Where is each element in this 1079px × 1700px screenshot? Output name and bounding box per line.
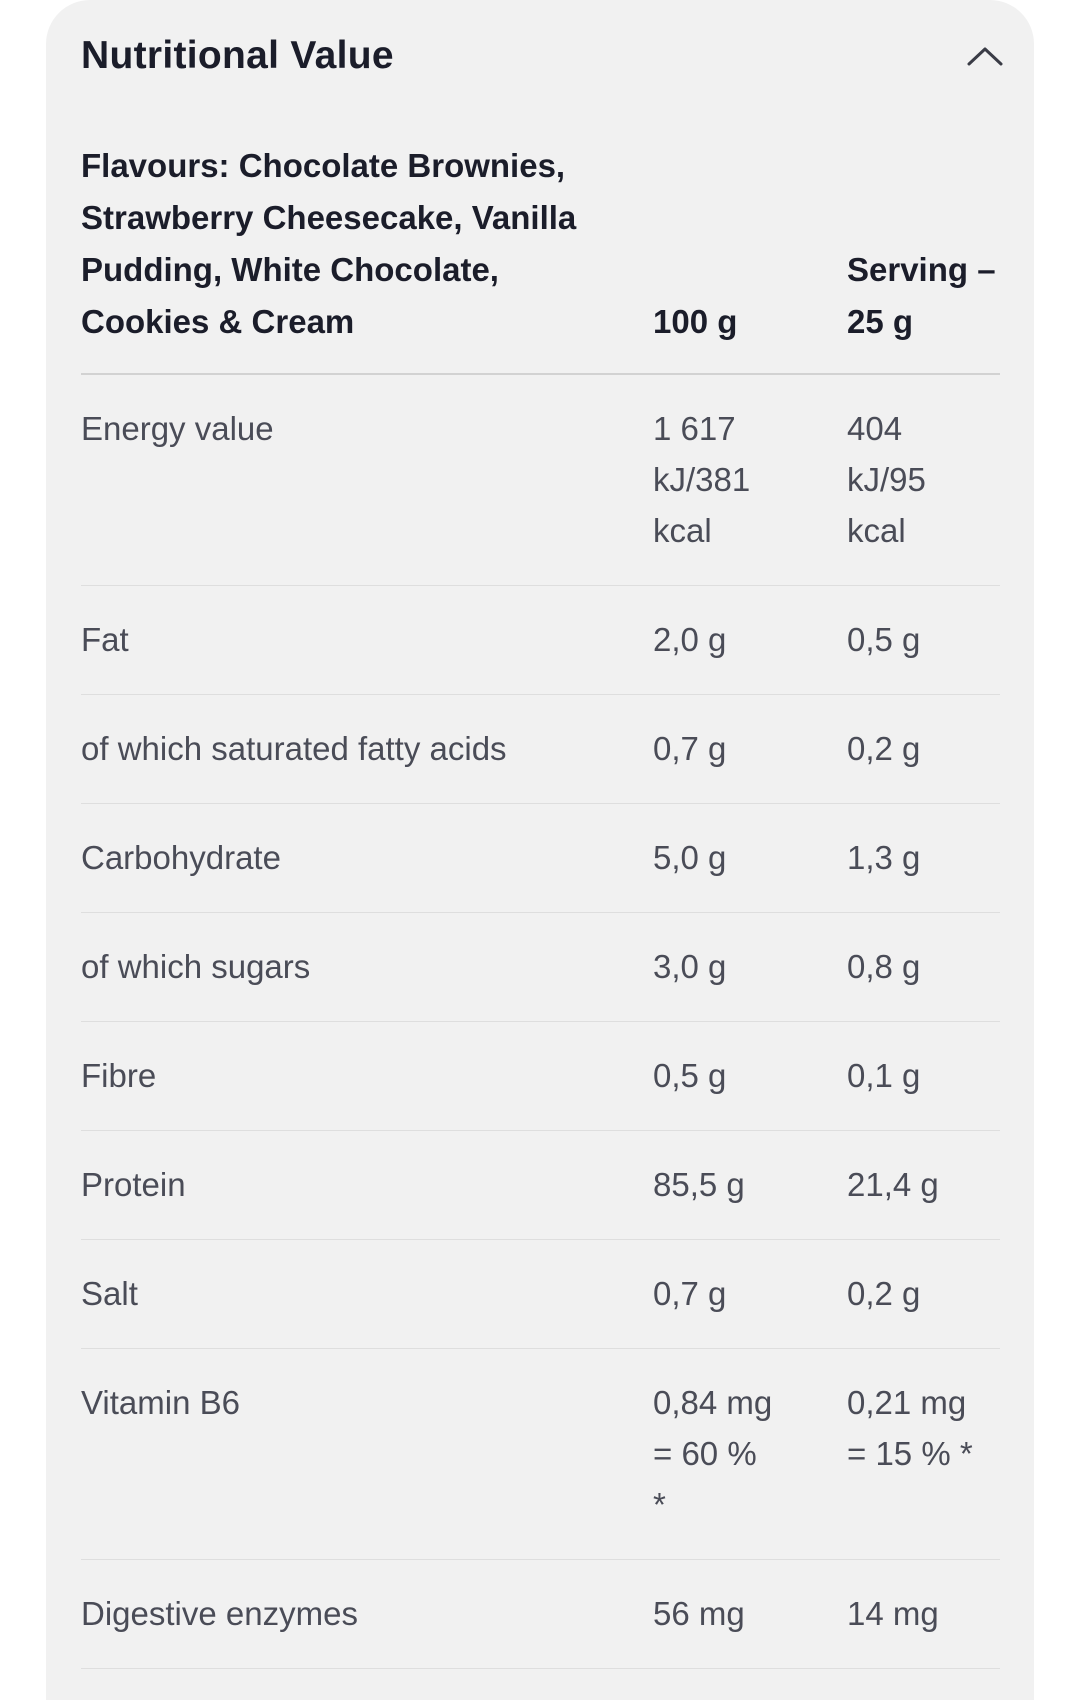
row-name: Fat [81, 585, 653, 695]
row-name: Salt [81, 1239, 653, 1349]
header-per-serving: Serving – 25 g [847, 140, 1000, 375]
panel-title: Nutritional Value [81, 34, 394, 77]
row-name: of which sugars [81, 912, 653, 1022]
row-per-100g: 2,0 g [653, 585, 847, 695]
row-per-serving: 0,21 mg = 15 % * [847, 1348, 1000, 1560]
row-per-serving: 0,1 g [847, 1021, 1000, 1131]
row-per-serving: 0,8 g [847, 912, 1000, 1022]
table-row: Vitamin B6 0,84 mg = 60 % * 0,21 mg = 15… [81, 1348, 1000, 1560]
chevron-up-icon[interactable] [961, 32, 1009, 80]
row-per-100g: 0,7 g [653, 694, 847, 804]
row-name: Digestive enzymes [81, 1559, 653, 1669]
row-per-100g: 0,84 mg = 60 % * [653, 1348, 847, 1560]
row-per-100g: 85,5 g [653, 1130, 847, 1240]
row-name: Vitamin B6 [81, 1348, 653, 1560]
row-per-serving: 21,4 g [847, 1130, 1000, 1240]
row-per-serving: 0,2 g [847, 1239, 1000, 1349]
row-per-serving: 14 mg [847, 1559, 1000, 1669]
table-row: Energy value 1 617 kJ/381 kcal 404 kJ/95… [81, 374, 1000, 586]
row-name: Energy value [81, 374, 653, 586]
row-per-100g: 0,7 g [653, 1239, 847, 1349]
nutrition-table: Flavours: Chocolate Brownies, Strawberry… [81, 140, 1000, 1669]
row-per-serving: 0,5 g [847, 585, 1000, 695]
row-per-100g: 56 mg [653, 1559, 847, 1669]
table-row: Fibre 0,5 g 0,1 g [81, 1021, 1000, 1131]
nutrition-panel: Nutritional Value Flavours: Chocolate Br… [46, 0, 1034, 1700]
table-row: Protein 85,5 g 21,4 g [81, 1130, 1000, 1240]
row-per-100g: 1 617 kJ/381 kcal [653, 374, 847, 586]
row-per-serving: 404 kJ/95 kcal [847, 374, 1000, 586]
header-flavours: Flavours: Chocolate Brownies, Strawberry… [81, 140, 653, 375]
row-name: Fibre [81, 1021, 653, 1131]
row-per-serving: 0,2 g [847, 694, 1000, 804]
header-per-100g: 100 g [653, 140, 847, 375]
row-per-100g: 5,0 g [653, 803, 847, 913]
row-per-serving: 1,3 g [847, 803, 1000, 913]
table-row: of which sugars 3,0 g 0,8 g [81, 912, 1000, 1022]
table-row: Salt 0,7 g 0,2 g [81, 1239, 1000, 1349]
row-name: Carbohydrate [81, 803, 653, 913]
table-row: Carbohydrate 5,0 g 1,3 g [81, 803, 1000, 913]
table-row: Fat 2,0 g 0,5 g [81, 585, 1000, 695]
row-per-100g: 0,5 g [653, 1021, 847, 1131]
row-per-100g: 3,0 g [653, 912, 847, 1022]
nutrition-panel-header[interactable]: Nutritional Value [81, 26, 1003, 86]
table-row: of which saturated fatty acids 0,7 g 0,2… [81, 694, 1000, 804]
row-name: of which saturated fatty acids [81, 694, 653, 804]
row-name: Protein [81, 1130, 653, 1240]
table-header-row: Flavours: Chocolate Brownies, Strawberry… [81, 140, 1000, 375]
table-row: Digestive enzymes 56 mg 14 mg [81, 1559, 1000, 1669]
